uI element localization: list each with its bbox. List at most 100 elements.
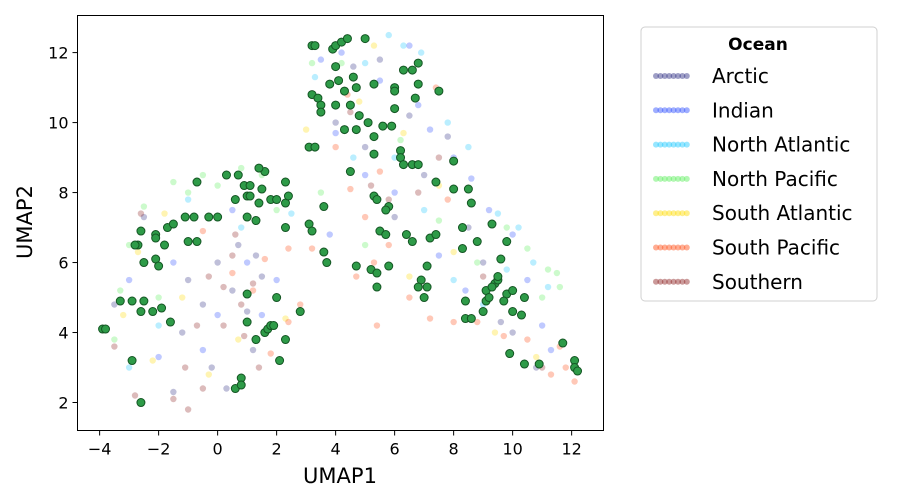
x-tick-label: 10 [502, 440, 522, 459]
point-south-pacific [426, 315, 434, 322]
point-arctic [479, 259, 487, 266]
legend-item-southern[interactable]: Southern [653, 270, 803, 294]
highlighted-point [157, 303, 167, 313]
highlighted-point [136, 307, 146, 317]
point-indian [485, 206, 493, 214]
point-indian [326, 231, 333, 238]
highlighted-point [351, 125, 361, 135]
highlighted-point [148, 307, 158, 317]
legend-marker-arctic [653, 73, 690, 79]
point-south-pacific [353, 273, 360, 280]
point-southern [238, 301, 245, 308]
highlighted-point [221, 170, 231, 180]
highlighted-point [449, 184, 459, 194]
point-north-pacific [361, 241, 369, 249]
highlighted-point [319, 202, 329, 212]
point-north-pacific [397, 136, 404, 144]
point-south-atlantic [282, 315, 289, 322]
legend-item-north-pacific[interactable]: North Pacific [653, 167, 838, 191]
point-south-pacific [285, 245, 292, 252]
point-indian [376, 77, 384, 84]
point-south-pacific [199, 227, 207, 235]
point-south-pacific [308, 245, 316, 252]
legend-box [640, 26, 878, 302]
highlighted-point [516, 310, 526, 320]
highlighted-point [275, 356, 285, 366]
point-south-atlantic [491, 329, 499, 336]
point-south-pacific [332, 143, 339, 151]
point-north-pacific [214, 182, 221, 189]
point-north-atlantic [530, 259, 537, 266]
point-north-pacific [435, 217, 443, 224]
point-arctic [214, 259, 221, 266]
y-axis-label: UMAP2 [13, 185, 37, 259]
legend-label: North Atlantic [712, 133, 850, 157]
highlighted-point [310, 41, 320, 51]
highlighted-point [484, 293, 494, 303]
legend-item-south-atlantic[interactable]: South Atlantic [653, 201, 853, 225]
highlighted-point [348, 72, 358, 82]
legend-item-south-pacific[interactable]: South Pacific [653, 236, 840, 260]
point-north-pacific [556, 283, 564, 291]
legend-label: Indian [712, 98, 774, 122]
point-southern [220, 322, 227, 329]
x-tick-label: 2 [272, 440, 282, 459]
point-north-atlantic [494, 210, 502, 217]
point-indian [332, 129, 339, 137]
highlighted-point [342, 34, 352, 44]
legend-item-north-atlantic[interactable]: North Atlantic [653, 133, 850, 157]
highlighted-point [269, 321, 279, 331]
highlighted-point [280, 223, 290, 233]
highlighted-point [345, 100, 355, 110]
highlighted-point [272, 293, 282, 303]
point-south-atlantic [302, 126, 310, 133]
point-southern [240, 332, 248, 340]
point-arctic [332, 119, 339, 126]
x-tick-label: 8 [449, 440, 459, 459]
point-north-atlantic [155, 322, 162, 329]
point-north-pacific [125, 241, 133, 249]
point-arctic [249, 346, 257, 354]
point-north-atlantic [125, 364, 133, 371]
highlighted-point [242, 317, 252, 327]
point-indian [170, 259, 177, 266]
point-south-pacific [297, 301, 304, 308]
highlighted-point [431, 230, 441, 240]
point-south-pacific [406, 294, 413, 301]
point-north-atlantic [400, 42, 407, 49]
point-north-pacific [117, 287, 124, 294]
point-south-pacific [285, 318, 292, 326]
highlighted-point [381, 205, 391, 215]
point-arctic [243, 308, 251, 315]
point-southern [137, 210, 145, 217]
highlighted-point [272, 195, 282, 205]
point-indian [361, 171, 369, 179]
highlighted-point [449, 156, 459, 166]
legend-item-arctic[interactable]: Arctic [653, 64, 769, 88]
highlighted-point [101, 324, 111, 334]
highlighted-point [460, 296, 470, 306]
y-tick-label: 4 [58, 324, 68, 343]
highlighted-point [384, 261, 394, 271]
highlighted-point [295, 307, 305, 317]
highlighted-point [251, 335, 261, 345]
point-arctic [184, 276, 192, 284]
point-south-pacific [500, 332, 507, 340]
highlighted-point [339, 86, 349, 96]
legend-item-indian[interactable]: Indian [653, 98, 774, 122]
point-north-atlantic [515, 224, 522, 231]
highlighted-point [189, 212, 199, 222]
legend-label: Southern [712, 270, 803, 294]
point-south-pacific [450, 318, 457, 326]
point-arctic [406, 112, 413, 119]
point-north-pacific [184, 189, 192, 196]
point-arctic [208, 364, 215, 371]
point-arctic [497, 318, 505, 326]
point-south-pacific [547, 371, 555, 378]
point-north-pacific [474, 259, 481, 266]
highlighted-point [398, 65, 408, 75]
highlighted-point [192, 177, 202, 187]
point-indian [155, 353, 162, 361]
highlighted-point [204, 212, 214, 222]
point-south-atlantic [400, 129, 407, 137]
